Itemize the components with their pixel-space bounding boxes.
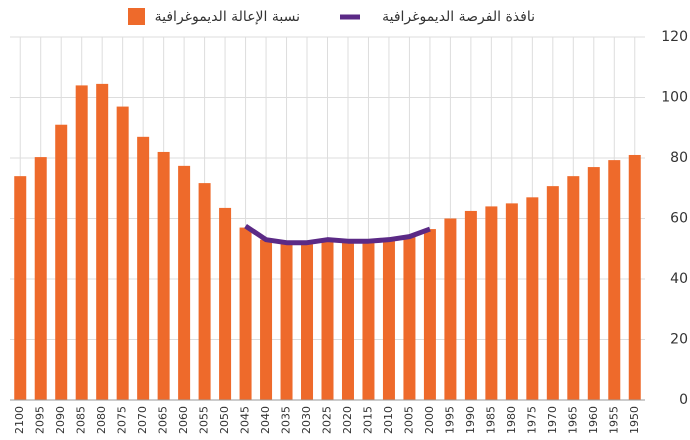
- x-tick-label: 1960: [587, 406, 600, 434]
- bar: [219, 207, 232, 400]
- x-tick-label: 2075: [116, 406, 129, 434]
- x-tick-label: 2035: [280, 406, 293, 434]
- bar: [34, 157, 47, 400]
- bar: [280, 242, 293, 400]
- bar: [96, 83, 109, 400]
- x-tick-label: 1955: [607, 406, 620, 434]
- x-tick-label: 2025: [321, 406, 334, 434]
- x-tick-label: 2100: [13, 406, 26, 434]
- bar: [587, 167, 600, 400]
- bar: [403, 236, 416, 400]
- x-tick-label: 2000: [423, 406, 436, 434]
- bar: [157, 151, 170, 400]
- x-tick-label: 1990: [464, 406, 477, 434]
- x-tick-label: 2030: [300, 406, 313, 434]
- y-tick-label: 40: [670, 271, 688, 287]
- y-tick-label: 120: [661, 29, 688, 45]
- bar: [239, 227, 252, 400]
- x-tick-label: 2045: [239, 406, 252, 434]
- x-tick-label: 1965: [566, 406, 579, 434]
- x-tick-label: 2020: [341, 406, 354, 434]
- bar: [260, 239, 273, 400]
- x-tick-label: 2070: [136, 406, 149, 434]
- bar: [198, 183, 211, 400]
- line: [244, 223, 431, 246]
- x-tick-label: 2090: [54, 406, 67, 434]
- bar: [55, 124, 68, 400]
- bar: [75, 85, 88, 401]
- legend: نسبة الإعالة الديموغرافية نافذة الفرصة ا…: [128, 8, 535, 25]
- bar: [178, 165, 191, 400]
- x-tick-label: 2080: [95, 406, 108, 434]
- y-tick-label: 0: [679, 392, 688, 408]
- bar: [526, 197, 539, 400]
- bar: [137, 136, 150, 400]
- bar: [382, 239, 395, 400]
- bar: [423, 229, 436, 400]
- bar: [14, 176, 27, 400]
- x-tick-label: 1985: [484, 406, 497, 434]
- x-tick-label: 2085: [75, 406, 88, 434]
- x-tick-label: 1975: [525, 406, 538, 434]
- y-tick-label: 80: [670, 150, 688, 166]
- x-tick-label: 1980: [505, 406, 518, 434]
- bar: [464, 210, 477, 400]
- bar: [505, 203, 518, 400]
- x-tick-label: 2040: [259, 406, 272, 434]
- x-tick-label: 2010: [382, 406, 395, 434]
- bar: [116, 106, 129, 400]
- legend-label: نافذة الفرصة الديموغرافية: [382, 9, 535, 25]
- bar: [321, 241, 334, 400]
- legend-swatch: [128, 8, 145, 25]
- bar: [546, 186, 559, 400]
- bar: [608, 160, 621, 400]
- x-tick-label: 2015: [361, 406, 374, 434]
- bar: [485, 206, 498, 400]
- x-tick-label: 1970: [546, 406, 559, 434]
- bar: [444, 218, 457, 400]
- legend-label: نسبة الإعالة الديموغرافية: [155, 9, 300, 25]
- bar: [341, 242, 354, 400]
- x-tick-label: 2055: [198, 406, 211, 434]
- y-tick-label: 100: [661, 90, 688, 106]
- bar: [362, 242, 375, 400]
- x-tick-label: 1950: [628, 406, 641, 434]
- x-tick-label: 2050: [218, 406, 231, 434]
- y-tick-label: 20: [670, 332, 688, 348]
- x-tick-label: 2095: [34, 406, 47, 434]
- x-tick-label: 1995: [443, 406, 456, 434]
- bar: [301, 244, 314, 400]
- bar: [567, 176, 580, 400]
- bar: [628, 154, 641, 400]
- y-tick-label: 60: [670, 211, 688, 227]
- x-tick-label: 2005: [402, 406, 415, 434]
- x-tick-label: 2065: [157, 406, 170, 434]
- x-tick-label: 2060: [177, 406, 190, 434]
